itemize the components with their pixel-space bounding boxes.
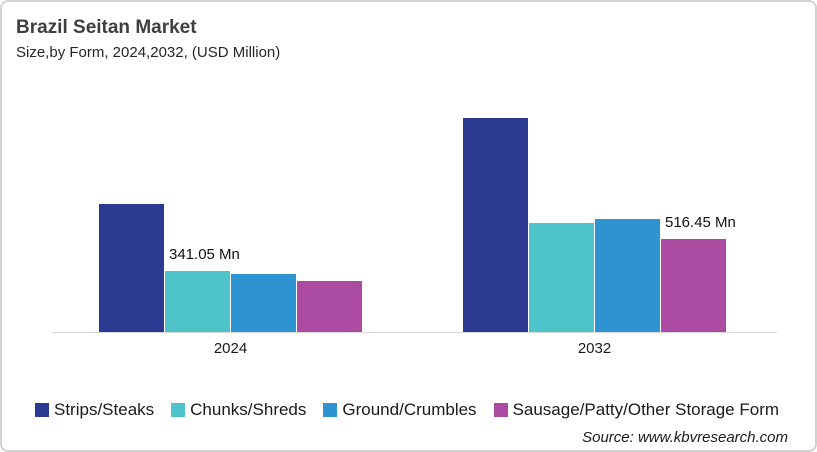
legend-label-chunks-shreds: Chunks/Shreds <box>190 400 307 419</box>
bar-ground-crumbles-2024 <box>231 273 296 332</box>
bar-chunks-shreds-2024 <box>165 270 230 332</box>
plot-area: 2024 2032 341.05 Mn 516.45 Mn <box>52 102 777 357</box>
bar-strips-steaks-2024 <box>99 204 164 332</box>
legend-item-strips-steaks: Strips/Steaks <box>35 400 154 420</box>
data-label-sausage-patty-other-storage-form-2032: 516.45 Mn <box>665 214 736 232</box>
legend-swatch-chunks-shreds <box>171 403 186 417</box>
legend-swatch-strips-steaks <box>35 403 49 417</box>
chart-title: Brazil Seitan Market <box>16 17 197 38</box>
data-label-chunks-shreds-2024: 341.05 Mn <box>169 245 240 263</box>
bar-sausage-patty-other-storage-form-2024 <box>297 280 362 332</box>
bar-chunks-shreds-2032 <box>529 222 594 332</box>
legend-item-sausage-patty-other: Sausage/Patty/Other Storage Form <box>493 400 780 420</box>
x-tick-2032: 2032 <box>577 340 612 357</box>
legend-swatch-sausage-patty-other <box>493 403 508 417</box>
legend-label-sausage-patty-other: Sausage/Patty/Other Storage Form <box>512 400 780 419</box>
legend-label-ground-crumbles: Ground/Crumbles <box>342 400 477 419</box>
bar-ground-crumbles-2032 <box>595 219 660 332</box>
legend: Strips/Steaks Chunks/Shreds Ground/Crumb… <box>35 400 779 420</box>
legend-item-ground-crumbles: Ground/Crumbles <box>323 400 477 420</box>
bar-group-2024 <box>99 204 362 332</box>
bar-strips-steaks-2032 <box>463 118 528 332</box>
source-credit: Source: www.kbvresearch.com <box>582 429 788 446</box>
x-tick-2024: 2024 <box>213 340 248 357</box>
chart-subtitle: Size,by Form, 2024,2032, (USD Million) <box>16 44 281 61</box>
legend-item-chunks-shreds: Chunks/Shreds <box>171 400 306 420</box>
legend-swatch-ground-crumbles <box>323 403 338 417</box>
bar-sausage-patty-other-storage-form-2032 <box>661 239 726 332</box>
bar-group-2032 <box>463 118 726 332</box>
legend-label-strips-steaks: Strips/Steaks <box>54 400 155 419</box>
